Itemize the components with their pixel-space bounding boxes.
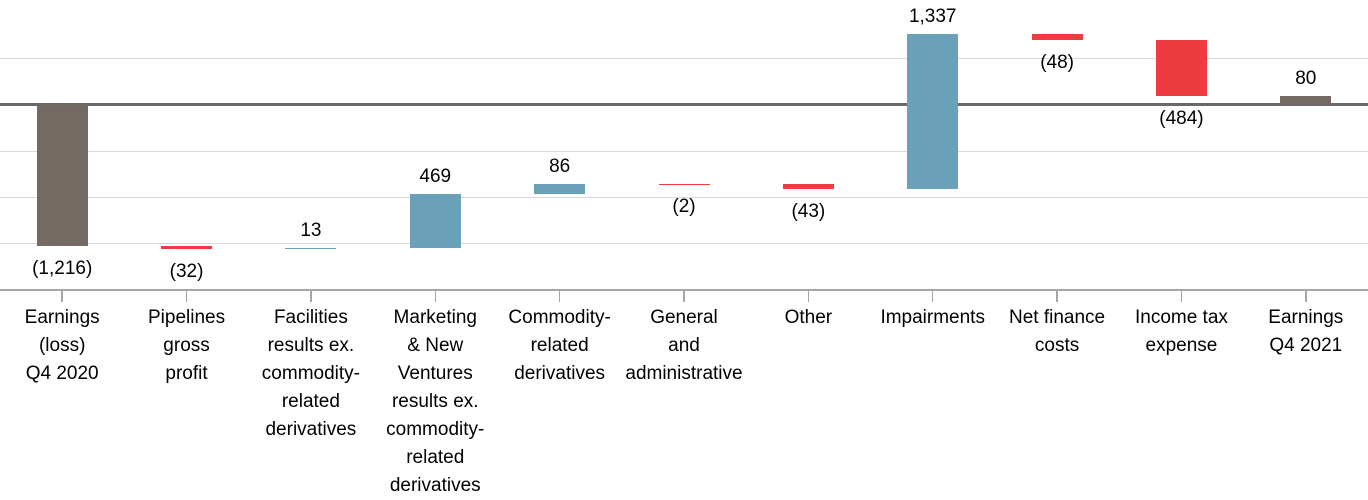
data-label-general-and-administrative: (2) bbox=[672, 195, 696, 217]
data-label-commodity-related-derivatives: 86 bbox=[549, 155, 571, 177]
y-gridline bbox=[0, 150, 1368, 152]
bar-income-tax-expense[interactable] bbox=[1155, 39, 1207, 96]
bar-pipelines-gross-profit[interactable] bbox=[161, 245, 213, 250]
data-label-net-finance-costs: (48) bbox=[1040, 51, 1074, 73]
data-label-earnings-loss-q4-2020: (1,216) bbox=[32, 257, 93, 279]
data-label-income-tax-expense: (484) bbox=[1159, 107, 1204, 129]
x-axis-tick bbox=[434, 289, 437, 303]
category-label-marketing-new-ventures-results-ex-commodity-related-derivatives: Marketing & New Ventures results ex. com… bbox=[386, 307, 485, 496]
data-label-impairments: 1,337 bbox=[908, 6, 957, 28]
x-axis-tick bbox=[1056, 289, 1058, 303]
category-label-commodity-related-derivatives: Commodity- related derivatives bbox=[508, 307, 611, 384]
x-axis-tick bbox=[185, 289, 188, 303]
category-label-net-finance-costs: Net finance costs bbox=[1009, 307, 1106, 356]
x-axis-tick bbox=[683, 289, 685, 303]
bar-net-finance-costs[interactable] bbox=[1031, 34, 1083, 40]
y-gridline bbox=[0, 58, 1368, 60]
data-label-pipelines-gross-profit: (32) bbox=[169, 261, 204, 283]
category-label-other: Other bbox=[784, 307, 833, 328]
x-axis-tick bbox=[310, 289, 312, 303]
bar-other[interactable] bbox=[782, 183, 834, 189]
x-axis-tick bbox=[807, 289, 810, 303]
data-label-facilities-results-ex-commodity-related-derivatives: 13 bbox=[300, 219, 322, 241]
category-label-income-tax-expense: Income tax expense bbox=[1134, 307, 1228, 356]
x-axis-tick bbox=[558, 289, 561, 303]
bar-impairments[interactable] bbox=[907, 34, 959, 189]
x-axis-tick bbox=[61, 289, 63, 303]
category-label-earnings-loss-q4-2020: Earnings (loss) Q4 2020 bbox=[24, 307, 100, 384]
category-label-facilities-results-ex-commodity-related-derivatives: Facilities results ex. commodity- relate… bbox=[261, 307, 360, 440]
bar-earnings-loss-q4-2020[interactable] bbox=[36, 105, 88, 246]
category-label-pipelines-gross-profit: Pipelines gross profit bbox=[147, 307, 226, 384]
x-axis-tick bbox=[1305, 289, 1307, 303]
bar-commodity-related-derivatives[interactable] bbox=[534, 183, 586, 194]
data-label-marketing-new-ventures-results-ex-commodity-related-derivatives: 469 bbox=[419, 165, 452, 187]
category-label-impairments: Impairments bbox=[880, 307, 985, 328]
x-axis-tick bbox=[931, 289, 934, 303]
y-gridline bbox=[0, 197, 1368, 199]
data-label-other: (43) bbox=[791, 200, 826, 222]
bar-earnings-q4-2021[interactable] bbox=[1280, 95, 1332, 105]
bar-marketing-new-ventures-results-ex-commodity-related-derivatives[interactable] bbox=[409, 193, 461, 248]
y-gridline bbox=[0, 243, 1368, 245]
bar-facilities-results-ex-commodity-related-derivatives[interactable] bbox=[285, 247, 337, 250]
category-label-general-and-administrative: General and administrative bbox=[625, 307, 743, 384]
data-label-earnings-q4-2021: 80 bbox=[1295, 67, 1317, 89]
category-label-earnings-q4-2021: Earnings Q4 2021 bbox=[1268, 307, 1344, 356]
x-axis-tick bbox=[1180, 289, 1183, 303]
zero-line bbox=[0, 103, 1368, 106]
